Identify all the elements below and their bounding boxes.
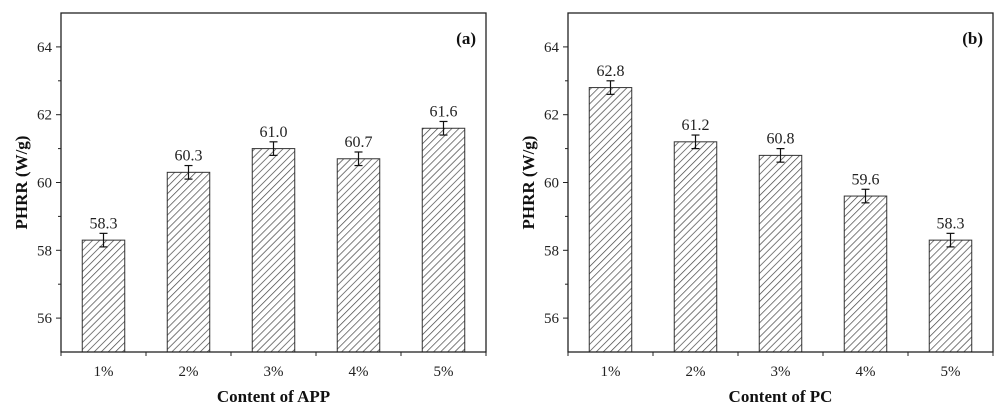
bar	[336, 158, 381, 353]
y-tick-label: 58	[37, 243, 52, 259]
panel-b: 62.8 1% 61.2 2% 60.8 3% 59.6 4% 58.3 5% 56 58 60 62 64…	[519, 12, 994, 406]
panel-label: (b)	[962, 29, 983, 48]
data-label: 61.0	[260, 124, 288, 141]
x-tick-label: 1%	[601, 364, 621, 380]
x-tick-label: 5%	[434, 364, 454, 380]
data-label: 62.8	[597, 63, 625, 80]
bar	[843, 195, 888, 353]
x-tick-label: 1%	[94, 364, 114, 380]
data-label: 59.6	[852, 171, 880, 188]
y-tick-label: 64	[37, 40, 53, 56]
x-tick-label: 3%	[264, 364, 284, 380]
bar	[166, 171, 211, 353]
bar	[673, 141, 718, 353]
y-axis-title: PHRR (W/g)	[12, 136, 31, 230]
x-tick-label: 2%	[686, 364, 706, 380]
data-label: 61.6	[430, 103, 458, 120]
data-label: 58.3	[937, 215, 965, 232]
x-tick-label: 2%	[179, 364, 199, 380]
data-label: 60.3	[175, 148, 203, 165]
x-tick-label: 4%	[349, 364, 369, 380]
y-tick-label: 62	[37, 108, 52, 124]
y-tick-label: 56	[544, 311, 560, 327]
y-axis-title: PHRR (W/g)	[519, 136, 538, 230]
x-axis-title: Content of APP	[217, 387, 330, 406]
bar	[251, 148, 296, 353]
bar	[81, 239, 126, 353]
data-label: 60.8	[767, 131, 795, 148]
x-tick-label: 4%	[856, 364, 876, 380]
x-axis-title: Content of PC	[729, 387, 833, 406]
bar	[421, 127, 466, 353]
y-tick-label: 64	[544, 40, 560, 56]
y-tick-label: 56	[37, 311, 53, 327]
x-tick-label: 3%	[771, 364, 791, 380]
x-tick-label: 5%	[941, 364, 961, 380]
bar	[928, 239, 973, 353]
data-label: 60.7	[345, 134, 373, 151]
data-label: 58.3	[90, 215, 118, 232]
panel-a: 58.3 1% 60.3 2% 61.0 3% 60.7 4% 61.6 5% 56 58 60 62 64…	[12, 12, 487, 406]
y-tick-label: 58	[544, 243, 559, 259]
y-tick-label: 60	[37, 176, 52, 192]
bar	[588, 87, 633, 353]
bar	[758, 154, 803, 353]
y-tick-label: 62	[544, 108, 559, 124]
panel-label: (a)	[456, 29, 476, 48]
y-tick-label: 60	[544, 176, 559, 192]
data-label: 61.2	[682, 117, 710, 134]
